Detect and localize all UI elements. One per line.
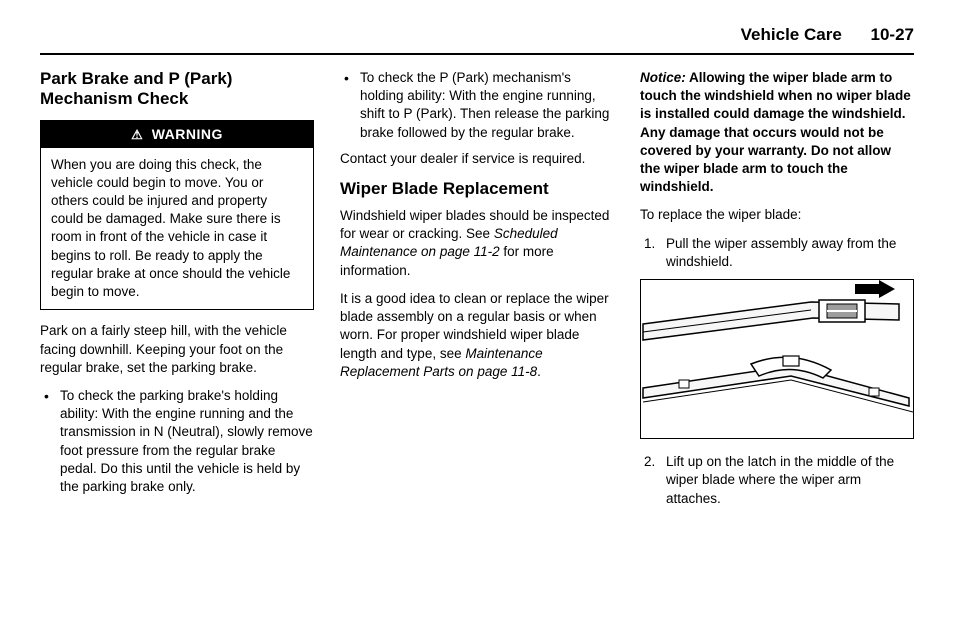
notice-text: Allowing the wiper blade arm to touch th… [640,70,911,194]
page-header: Vehicle Care 10-27 [40,24,914,55]
wiper-diagram [640,279,914,439]
warning-body: When you are doing this check, the vehic… [41,148,313,310]
step-2-num: 2. [644,453,655,471]
content-columns: Park Brake and P (Park) Mechanism Check … [40,69,914,516]
contact-dealer: Contact your dealer if service is requir… [340,150,614,168]
warning-header: ⚠ WARNING [41,121,313,148]
wiper-inspect: Windshield wiper blades should be inspec… [340,207,614,280]
wiper-inspect-a: Windshield wiper blades should be inspec… [340,208,609,241]
wiper-arm-shape [643,300,899,340]
wiper-blade-shape [643,356,913,412]
wiper-clean-b: . [537,364,541,379]
replace-steps-2: 2. Lift up on the latch in the middle of… [640,453,914,508]
park-instruction: Park on a fairly steep hill, with the ve… [40,322,314,377]
warning-triangle-icon: ⚠ [131,126,143,144]
step-1-text: Pull the wiper assembly away from the wi… [666,236,896,269]
step-2: 2. Lift up on the latch in the middle of… [640,453,914,508]
check-list-2: To check the P (Park) mechanism's holdin… [340,69,614,142]
wiper-title: Wiper Blade Replacement [340,178,614,201]
park-brake-title: Park Brake and P (Park) Mechanism Check [40,69,314,110]
step-2-text: Lift up on the latch in the middle of th… [666,454,894,505]
section-name: Vehicle Care [741,25,842,44]
check-p-park: To check the P (Park) mechanism's holdin… [340,69,614,142]
page-number: 10-27 [871,25,914,44]
column-2: To check the P (Park) mechanism's holdin… [340,69,614,516]
step-1: 1. Pull the wiper assembly away from the… [640,235,914,271]
replace-intro: To replace the wiper blade: [640,206,914,224]
notice-label: Notice: [640,70,686,85]
notice-paragraph: Notice: Allowing the wiper blade arm to … [640,69,914,197]
column-3: Notice: Allowing the wiper blade arm to … [640,69,914,516]
wiper-clean: It is a good idea to clean or replace th… [340,290,614,381]
check-parking-brake: To check the parking brake's holding abi… [40,387,314,496]
column-1: Park Brake and P (Park) Mechanism Check … [40,69,314,516]
step-1-num: 1. [644,235,655,253]
arrow-icon [855,280,895,298]
check-list-1: To check the parking brake's holding abi… [40,387,314,496]
wiper-svg [641,280,914,439]
warning-label: WARNING [152,126,223,142]
warning-box: ⚠ WARNING When you are doing this check,… [40,120,314,311]
replace-steps-1: 1. Pull the wiper assembly away from the… [640,235,914,271]
